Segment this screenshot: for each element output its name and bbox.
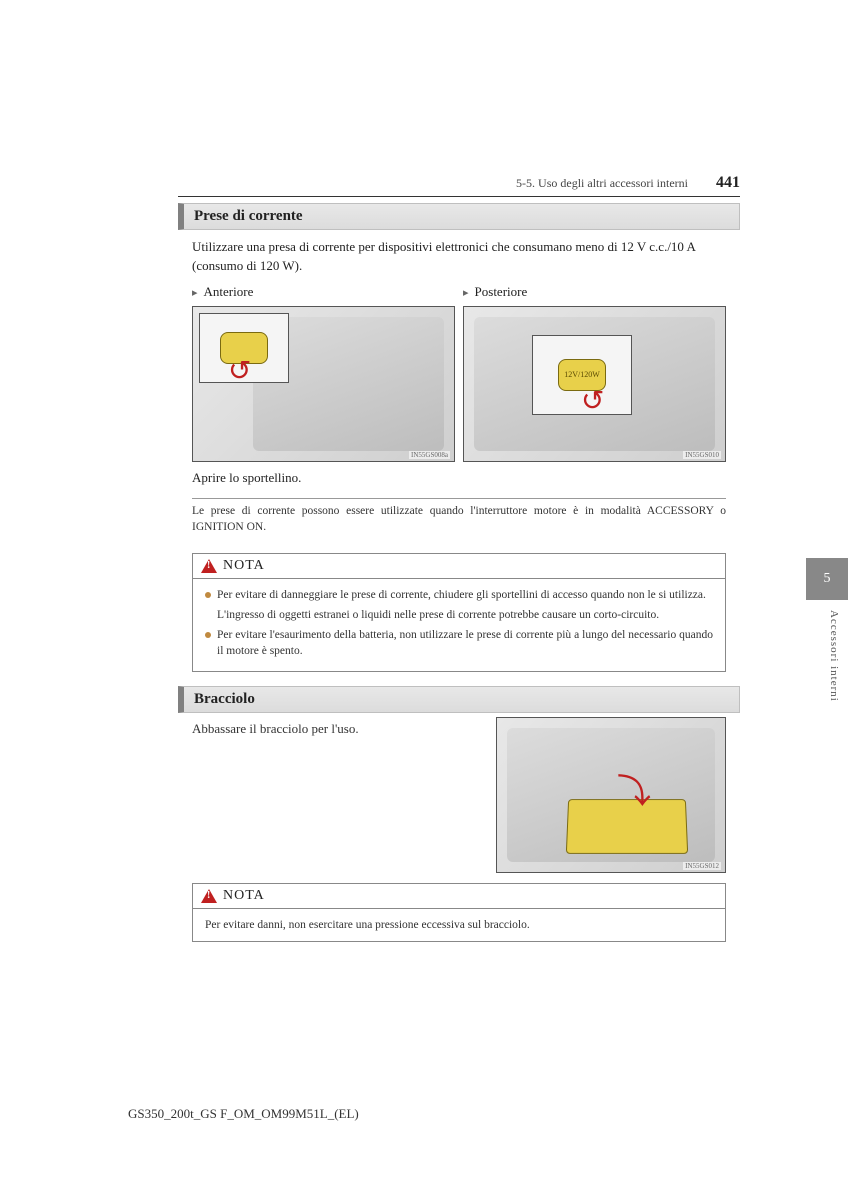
figure-tag: IN55GS008a [409, 451, 450, 459]
section-heading-text: Prese di corrente [194, 208, 303, 225]
nota-box-1: NOTA Per evitare di danneggiare le prese… [192, 553, 726, 672]
figure-columns: Anteriore ↺ IN55GS008a Posteriore 12V/12… [178, 282, 740, 462]
figure-inset-posteriore: 12V/120W ↺ [532, 335, 632, 415]
nota-header: NOTA [193, 554, 725, 579]
col-label-anteriore: Anteriore [192, 282, 455, 306]
page-number: 441 [716, 174, 740, 192]
caption-open-panel: Aprire lo sportellino. [178, 462, 740, 492]
nota-item: Per evitare di danneggiare le prese di c… [205, 587, 713, 603]
warning-icon [201, 559, 217, 573]
bullet-icon [205, 592, 211, 598]
nota-item-text: Per evitare l'esaurimento della batteria… [217, 627, 713, 659]
nota-title: NOTA [223, 558, 265, 574]
nota-item-text: Per evitare di danneggiare le prese di c… [217, 587, 706, 603]
breadcrumb: 5-5. Uso degli altri accessori interni [516, 176, 688, 191]
nota-box-2: NOTA Per evitare danni, non esercitare u… [192, 883, 726, 942]
arrow-icon: ↺ [581, 384, 604, 418]
nota-item-text: Per evitare danni, non esercitare una pr… [205, 917, 530, 933]
section-heading-armrest: Bracciolo [178, 686, 740, 713]
intro-text: Utilizzare una presa di corrente per dis… [178, 230, 740, 282]
note-accessory-mode: Le prese di corrente possono essere util… [178, 499, 740, 545]
arrow-down-icon: ⤵ [617, 764, 651, 813]
col-posteriore: Posteriore 12V/120W ↺ IN55GS010 [463, 282, 726, 462]
armrest-figure-wrap: ⤵ IN55GS012 [496, 717, 726, 873]
col-anteriore: Anteriore ↺ IN55GS008a [192, 282, 455, 462]
nota-item-sub: L'ingresso di oggetti estranei o liquidi… [217, 607, 713, 623]
nota-body: Per evitare di danneggiare le prese di c… [193, 579, 725, 671]
figure-armrest: ⤵ IN55GS012 [496, 717, 726, 873]
nota-item: Per evitare l'esaurimento della batteria… [205, 627, 713, 659]
nota-item: Per evitare danni, non esercitare una pr… [205, 917, 713, 933]
figure-posteriore: 12V/120W ↺ IN55GS010 [463, 306, 726, 462]
figure-anteriore: ↺ IN55GS008a [192, 306, 455, 462]
figure-tag: IN55GS010 [683, 451, 721, 459]
col-label-posteriore: Posteriore [463, 282, 726, 306]
figure-inset-anteriore: ↺ [199, 313, 289, 383]
armrest-text: Abbassare il bracciolo per l'uso. [192, 717, 486, 737]
bullet-icon [205, 632, 211, 638]
section-heading-text: Bracciolo [194, 691, 255, 708]
nota-body: Per evitare danni, non esercitare una pr… [193, 909, 725, 941]
header-rule [178, 196, 740, 197]
arrow-icon: ↺ [228, 354, 251, 388]
nota-title: NOTA [223, 888, 265, 904]
warning-icon [201, 889, 217, 903]
armrest-row: Abbassare il bracciolo per l'uso. ⤵ IN55… [178, 713, 740, 873]
footer-doc-code: GS350_200t_GS F_OM_OM99M51L_(EL) [128, 1106, 359, 1122]
figure-tag: IN55GS012 [683, 862, 721, 870]
nota-header: NOTA [193, 884, 725, 909]
outlet-power-label: 12V/120W [564, 370, 600, 379]
section-heading-power-outlets: Prese di corrente [178, 203, 740, 230]
